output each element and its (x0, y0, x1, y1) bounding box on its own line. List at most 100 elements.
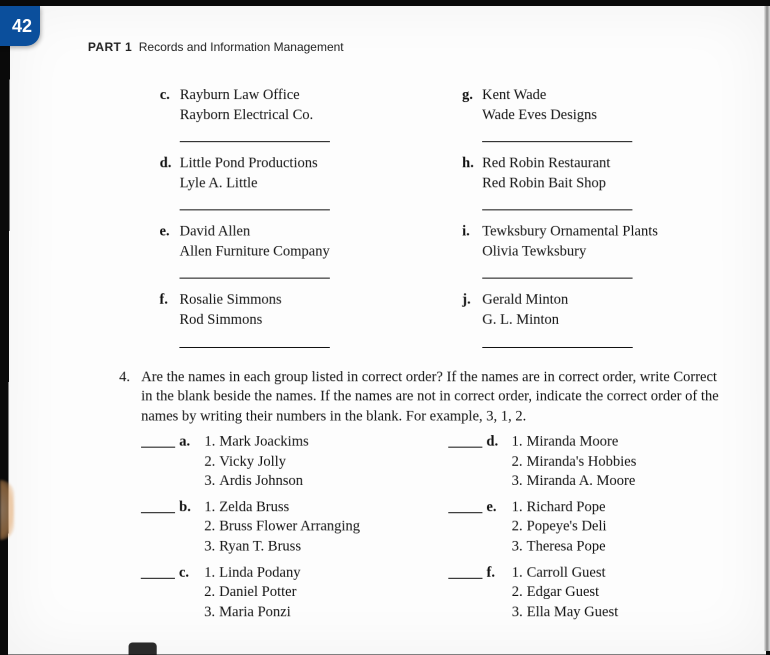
content: c.Rayburn Law OfficeRayborn Electrical C… (159, 86, 726, 629)
answer-blank[interactable] (448, 563, 482, 578)
group-list: 1.Zelda Bruss2.Bruss Flower Arranging3.R… (197, 498, 360, 557)
item-number: 3. (505, 603, 527, 623)
name-pair: e.David AllenAllen Furniture Company (159, 223, 422, 279)
pairs-left-col: c.Rayburn Law OfficeRayborn Electrical C… (159, 86, 422, 360)
pair-letter: j. (462, 291, 482, 311)
pair-letter: d. (160, 154, 180, 174)
page: PART 1 Records and Information Managemen… (8, 6, 766, 655)
group-letter: f. (486, 563, 504, 622)
name-pair: h.Red Robin RestaurantRed Robin Bait Sho… (462, 154, 725, 210)
groups-right-col: d.1.Miranda Moore2.Miranda's Hobbies3.Mi… (448, 433, 726, 629)
pair-line1: David Allen (180, 223, 251, 243)
item-number: 2. (504, 452, 526, 472)
group-letter: a. (179, 433, 197, 492)
answer-blank[interactable] (141, 433, 175, 448)
item-name: Zelda Bruss (219, 498, 289, 518)
page-number: 42 (12, 16, 32, 37)
answer-line[interactable] (179, 332, 329, 347)
name-pair: g.Kent WadeWade Eves Designs (462, 86, 724, 142)
pair-line1: Red Robin Restaurant (482, 154, 610, 174)
item-number: 3. (197, 472, 219, 492)
item-name: Miranda's Hobbies (527, 452, 637, 472)
pair-letter: g. (462, 86, 482, 106)
answer-blank[interactable] (141, 498, 175, 513)
name-group: a.1.Mark Joackims2.Vicky Jolly3.Ardis Jo… (141, 433, 418, 492)
pair-line1: Gerald Minton (482, 291, 568, 311)
item-number: 1. (197, 498, 219, 518)
group-list: 1.Miranda Moore2.Miranda's Hobbies3.Mira… (504, 433, 636, 492)
item-name: Carroll Guest (527, 563, 606, 583)
pair-line1: Tewksbury Ornamental Plants (482, 223, 658, 243)
item-name: Mark Joackims (219, 433, 308, 453)
q4-number: 4. (119, 368, 141, 427)
thumb-shadow (0, 480, 14, 540)
group-list: 1.Mark Joackims2.Vicky Jolly3.Ardis John… (197, 433, 309, 492)
pair-line2: Rayborn Electrical Co. (180, 106, 313, 126)
name-group: e.1.Richard Pope2.Popeye's Deli3.Theresa… (448, 498, 725, 557)
group-letter: c. (179, 563, 197, 622)
item-number: 3. (504, 472, 526, 492)
answer-blank[interactable] (448, 433, 482, 448)
item-name: Daniel Potter (219, 583, 296, 603)
name-pair: d.Little Pond ProductionsLyle A. Little (160, 154, 422, 210)
answer-line[interactable] (482, 332, 632, 347)
pair-line1: Rayburn Law Office (180, 86, 300, 106)
name-group: d.1.Miranda Moore2.Miranda's Hobbies3.Mi… (448, 433, 725, 492)
answer-blank[interactable] (141, 563, 175, 578)
name-pair: j.Gerald MintonG. L. Minton (462, 291, 725, 347)
item-name: Miranda Moore (527, 433, 619, 453)
pair-line1: Little Pond Productions (180, 154, 318, 174)
item-number: 2. (197, 452, 219, 472)
item-name: Ardis Johnson (219, 472, 303, 492)
answer-line[interactable] (482, 127, 632, 142)
answer-line[interactable] (180, 127, 330, 142)
pairs-right-col: g.Kent WadeWade Eves Designs h.Red Robin … (462, 86, 725, 360)
pair-line2: Red Robin Bait Shop (482, 174, 606, 194)
answer-line[interactable] (180, 196, 330, 211)
item-name: Ella May Guest (527, 603, 619, 623)
item-number: 2. (197, 518, 219, 538)
pair-line2: Lyle A. Little (180, 174, 258, 194)
item-name: Theresa Pope (527, 537, 606, 557)
running-head: PART 1 Records and Information Managemen… (88, 40, 344, 54)
item-number: 2. (505, 518, 527, 538)
item-name: Bruss Flower Arranging (219, 518, 360, 538)
name-group: f.1.Carroll Guest2.Edgar Guest3.Ella May… (448, 563, 726, 622)
answer-line[interactable] (180, 264, 330, 279)
item-name: Miranda A. Moore (527, 472, 636, 492)
pair-line2: Rod Simmons (179, 311, 262, 331)
pair-letter: h. (462, 154, 482, 174)
answer-line[interactable] (482, 264, 632, 279)
item-number: 3. (197, 537, 219, 557)
item-number: 1. (504, 433, 526, 453)
pair-line1: Kent Wade (482, 86, 546, 106)
item-number: 3. (197, 603, 219, 623)
answer-line[interactable] (482, 196, 632, 211)
pair-line1: Rosalie Simmons (179, 291, 281, 311)
pair-letter: c. (160, 86, 180, 106)
item-number: 2. (197, 583, 219, 603)
item-number: 1. (197, 433, 219, 453)
item-name: Edgar Guest (527, 583, 599, 603)
item-name: Popeye's Deli (527, 518, 607, 538)
name-pair: f.Rosalie SimmonsRod Simmons (159, 291, 422, 347)
group-letter: b. (179, 498, 197, 557)
item-number: 1. (505, 498, 527, 518)
pair-letter: e. (160, 223, 180, 243)
group-list: 1.Richard Pope2.Popeye's Deli3.Theresa P… (505, 498, 607, 557)
pair-line2: Olivia Tewksbury (482, 242, 586, 262)
item-number: 2. (505, 583, 527, 603)
group-list: 1.Linda Podany2.Daniel Potter3.Maria Pon… (197, 563, 301, 622)
pair-line2: Allen Furniture Company (180, 242, 330, 262)
pair-letter: f. (159, 291, 179, 311)
item-name: Ryan T. Bruss (219, 537, 301, 557)
page-edge (764, 6, 770, 651)
item-number: 3. (505, 537, 527, 557)
item-name: Linda Podany (219, 563, 300, 583)
item-name: Maria Ponzi (219, 603, 291, 623)
group-letter: e. (486, 498, 504, 557)
answer-blank[interactable] (448, 498, 482, 513)
name-pairs: c.Rayburn Law OfficeRayborn Electrical C… (159, 86, 725, 360)
pair-letter: i. (462, 223, 482, 243)
part-title: Records and Information Management (139, 40, 344, 54)
